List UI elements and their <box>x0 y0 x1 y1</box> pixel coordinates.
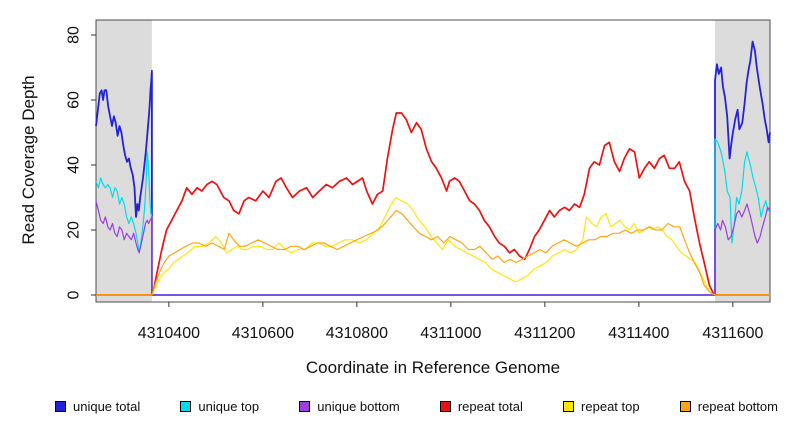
y-tick-label: 20 <box>66 221 83 239</box>
x-tick-label: 4310400 <box>138 325 200 342</box>
x-tick-label: 4310600 <box>232 325 294 342</box>
legend: unique total unique top unique bottom repea… <box>0 399 792 414</box>
x-tick-label: 4311000 <box>420 325 481 342</box>
legend-swatch <box>563 401 575 412</box>
legend-label: repeat top <box>581 399 640 414</box>
y-tick-label: 0 <box>66 290 83 299</box>
legend-label: repeat bottom <box>697 399 778 414</box>
masked-region <box>715 20 770 302</box>
legend-label: unique bottom <box>317 399 400 414</box>
series-line-unique-top <box>95 138 770 296</box>
series-line-unique-total <box>95 40 771 296</box>
plot-border <box>95 19 771 303</box>
legend-swatch <box>439 401 451 412</box>
legend-item-repeat-bottom: repeat bottom <box>679 399 778 414</box>
series-line-repeat-bottom <box>96 209 770 296</box>
x-tick-label: 4311600 <box>702 325 763 342</box>
legend-swatch <box>679 401 691 412</box>
legend-item-unique-total: unique total <box>55 399 140 414</box>
x-tick-label: 4310800 <box>326 325 388 342</box>
legend-label: repeat total <box>457 399 523 414</box>
series-line-repeat-top <box>96 196 770 296</box>
masked-region <box>96 20 152 302</box>
legend-swatch <box>55 401 66 412</box>
y-tick-label: 60 <box>66 91 83 109</box>
x-tick-label: 4311400 <box>608 325 669 342</box>
legend-item-repeat-top: repeat top <box>563 399 640 414</box>
y-tick-label: 40 <box>66 156 83 174</box>
legend-swatch <box>180 401 192 412</box>
legend-item-repeat-total: repeat total <box>439 399 523 414</box>
y-tick-label: 80 <box>66 26 83 44</box>
y-axis-title: Read Coverage Depth <box>19 75 38 245</box>
legend-item-unique-bottom: unique bottom <box>299 399 400 414</box>
legend-swatch <box>299 401 311 412</box>
x-axis-title: Coordinate in Reference Genome <box>305 358 561 377</box>
series-line-unique-bottom <box>95 200 771 296</box>
legend-label: unique top <box>198 399 260 414</box>
legend-label: unique total <box>73 399 141 414</box>
legend-item-unique-top: unique top <box>180 399 259 414</box>
x-tick-label: 4311200 <box>514 325 575 342</box>
series-line-repeat-total <box>96 112 770 296</box>
